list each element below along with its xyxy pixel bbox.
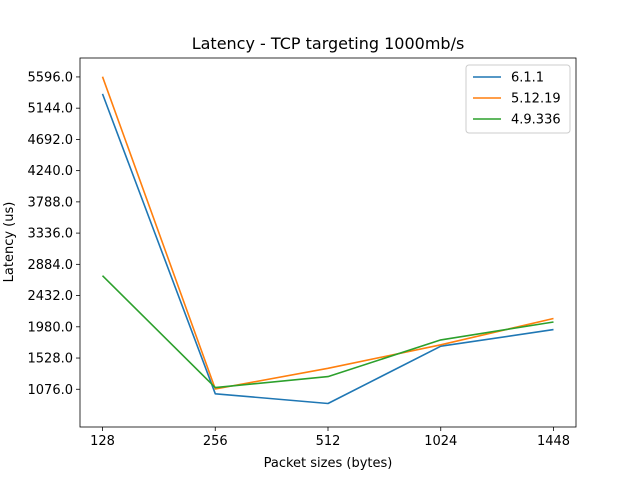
legend-label: 6.1.1 bbox=[511, 71, 544, 86]
x-axis-label: Packet sizes (bytes) bbox=[264, 456, 393, 471]
chart-title: Latency - TCP targeting 1000mb/s bbox=[192, 34, 465, 53]
x-tick-label: 256 bbox=[203, 434, 228, 449]
legend-label: 4.9.336 bbox=[511, 113, 561, 128]
legend-label: 5.12.19 bbox=[511, 92, 561, 107]
y-tick-label: 2432.0 bbox=[28, 289, 74, 304]
y-tick-label: 3788.0 bbox=[28, 195, 74, 210]
x-tick-label: 512 bbox=[316, 434, 341, 449]
y-tick-label: 4240.0 bbox=[28, 164, 74, 179]
y-tick-label: 2884.0 bbox=[28, 258, 74, 273]
series-line-4-9-336 bbox=[101, 275, 554, 389]
series-line-6-1-1 bbox=[101, 93, 554, 405]
x-tick-label: 128 bbox=[90, 434, 115, 449]
x-axis: 128 256 512 1024 1448 bbox=[90, 427, 570, 449]
legend-box bbox=[465, 64, 571, 134]
y-axis-label: Latency (us) bbox=[2, 202, 17, 283]
y-tick-label: 1528.0 bbox=[28, 352, 74, 367]
y-axis: 1076.0 1528.0 1980.0 2432.0 2884.0 3336.0 3788… bbox=[28, 70, 80, 398]
y-tick-label: 5144.0 bbox=[28, 102, 74, 117]
y-tick-label: 1980.0 bbox=[28, 320, 74, 335]
y-tick-label: 5596.0 bbox=[28, 70, 74, 85]
legend: 6.1.1 5.12.19 4.9.336 bbox=[465, 64, 571, 134]
x-tick-label: 1448 bbox=[537, 434, 570, 449]
series-line-5-12-19 bbox=[101, 76, 554, 390]
y-tick-label: 3336.0 bbox=[28, 227, 74, 242]
y-tick-label: 4692.0 bbox=[28, 133, 74, 148]
y-tick-label: 1076.0 bbox=[28, 383, 74, 398]
x-tick-label: 1024 bbox=[424, 434, 457, 449]
series-group bbox=[101, 76, 554, 405]
